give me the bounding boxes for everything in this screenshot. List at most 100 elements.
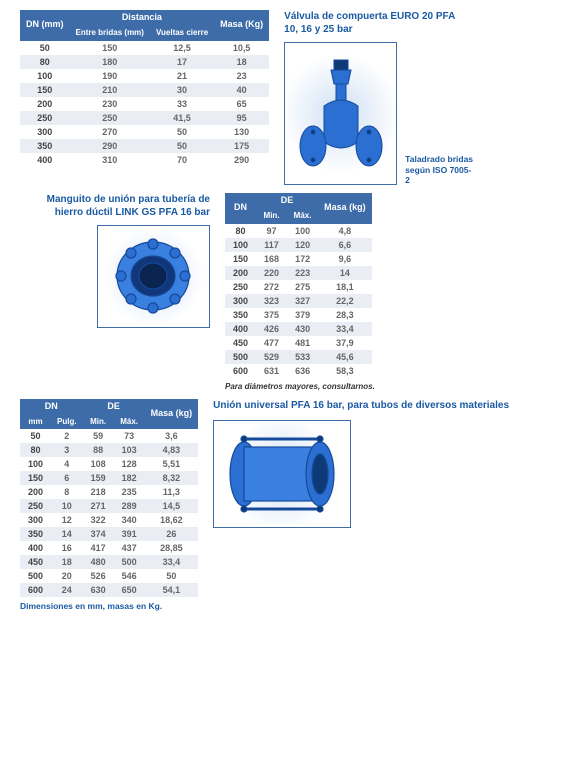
cell-pulg: 14: [51, 527, 83, 541]
cell-max: 430: [287, 322, 318, 336]
valve-image-box: [284, 42, 397, 185]
cell-pulg: 2: [51, 429, 83, 443]
product1-title: Válvula de compuerta EURO 20 PFA 10, 16 …: [284, 10, 464, 36]
coupling-image-box: [97, 225, 210, 328]
cell-masa: 18: [214, 55, 269, 69]
th-masa: Masa (Kg): [214, 10, 269, 41]
t3-th-max: Máx.: [114, 415, 145, 430]
cell-dn: 500: [225, 350, 256, 364]
table-row: 35029050175: [20, 139, 269, 153]
cell-dn: 400: [20, 153, 70, 167]
table-row: 200821823511,3: [20, 485, 198, 499]
cell-min: 271: [83, 499, 114, 513]
table-row: 5015012,510,5: [20, 41, 269, 55]
cell-pulg: 24: [51, 583, 83, 597]
cell-masa: 290: [214, 153, 269, 167]
th-dn: DN (mm): [20, 10, 70, 41]
cell-masa: 6,6: [318, 238, 372, 252]
table-row: 1001171206,6: [225, 238, 372, 252]
cell-masa: 9,6: [318, 252, 372, 266]
table-row: 50052953345,6: [225, 350, 372, 364]
cell-min: 322: [83, 513, 114, 527]
table-row: 40031070290: [20, 153, 269, 167]
cell-pulg: 16: [51, 541, 83, 555]
t3-th-masa: Masa (kg): [145, 399, 199, 430]
table-row: 6002463065054,1: [20, 583, 198, 597]
t2-th-de: DE: [256, 193, 318, 209]
cell-dn: 300: [225, 294, 256, 308]
cell-entre: 290: [70, 139, 150, 153]
cell-max: 481: [287, 336, 318, 350]
cell-masa: 54,1: [145, 583, 199, 597]
cell-min: 630: [83, 583, 114, 597]
t3-th-mm: mm: [20, 415, 51, 430]
cell-min: 88: [83, 443, 114, 457]
cell-masa: 50: [145, 569, 199, 583]
cell-masa: 95: [214, 111, 269, 125]
product2-block: Manguito de unión para tubería de hierro…: [20, 193, 210, 328]
pipe-coupling-icon: [106, 234, 201, 319]
cell-min: 417: [83, 541, 114, 555]
cell-masa: 26: [145, 527, 199, 541]
cell-entre: 210: [70, 83, 150, 97]
table-row: 10041081285,51: [20, 457, 198, 471]
table1: DN (mm) Distancia Masa (Kg) Entre bridas…: [20, 10, 269, 167]
table-row: 60063163658,3: [225, 364, 372, 378]
table-row: 1501681729,6: [225, 252, 372, 266]
table-row: 4501848050033,4: [20, 555, 198, 569]
cell-vueltas: 50: [150, 125, 214, 139]
cell-mm: 450: [20, 555, 51, 569]
cell-masa: 23: [214, 69, 269, 83]
cell-max: 128: [114, 457, 145, 471]
product2-title: Manguito de unión para tubería de hierro…: [20, 193, 210, 219]
cell-min: 272: [256, 280, 287, 294]
table-row: 2501027128914,5: [20, 499, 198, 513]
cell-min: 526: [83, 569, 114, 583]
cell-entre: 270: [70, 125, 150, 139]
cell-vueltas: 50: [150, 139, 214, 153]
product3-block: Unión universal PFA 16 bar, para tubos d…: [213, 399, 565, 528]
cell-mm: 80: [20, 443, 51, 457]
cell-masa: 40: [214, 83, 269, 97]
cell-max: 379: [287, 308, 318, 322]
table-row: 50259733,6: [20, 429, 198, 443]
cell-max: 275: [287, 280, 318, 294]
cell-dn: 100: [225, 238, 256, 252]
cell-max: 636: [287, 364, 318, 378]
cell-entre: 250: [70, 111, 150, 125]
cell-entre: 190: [70, 69, 150, 83]
table-row: 45047748137,9: [225, 336, 372, 350]
table2: DN DE Masa (kg) Min. Máx. 80971004,81001…: [225, 193, 372, 378]
cell-max: 546: [114, 569, 145, 583]
cell-dn: 300: [20, 125, 70, 139]
universal-coupling-icon: [222, 429, 342, 519]
cell-max: 103: [114, 443, 145, 457]
cell-masa: 11,3: [145, 485, 199, 499]
cell-dn: 400: [225, 322, 256, 336]
table-row: 5002052654650: [20, 569, 198, 583]
cell-mm: 200: [20, 485, 51, 499]
cell-entre: 310: [70, 153, 150, 167]
cell-mm: 600: [20, 583, 51, 597]
cell-vueltas: 21: [150, 69, 214, 83]
cell-max: 327: [287, 294, 318, 308]
cell-entre: 230: [70, 97, 150, 111]
cell-masa: 3,6: [145, 429, 199, 443]
cell-pulg: 3: [51, 443, 83, 457]
cell-dn: 50: [20, 41, 70, 55]
table-row: 40042643033,4: [225, 322, 372, 336]
table1-wrap: DN (mm) Distancia Masa (Kg) Entre bridas…: [20, 10, 269, 167]
section-universal: DN DE Masa (kg) mm Pulg. Min. Máx. 50259…: [0, 391, 585, 598]
table-row: 3501437439126: [20, 527, 198, 541]
cell-dn: 150: [225, 252, 256, 266]
cell-masa: 58,3: [318, 364, 372, 378]
th-distancia: Distancia: [70, 10, 215, 26]
table3: DN DE Masa (kg) mm Pulg. Min. Máx. 50259…: [20, 399, 198, 598]
table-row: 20022022314: [225, 266, 372, 280]
cell-min: 168: [256, 252, 287, 266]
cell-min: 218: [83, 485, 114, 499]
cell-pulg: 8: [51, 485, 83, 499]
cell-masa: 8,32: [145, 471, 199, 485]
th-entre: Entre bridas (mm): [70, 26, 150, 41]
cell-max: 391: [114, 527, 145, 541]
